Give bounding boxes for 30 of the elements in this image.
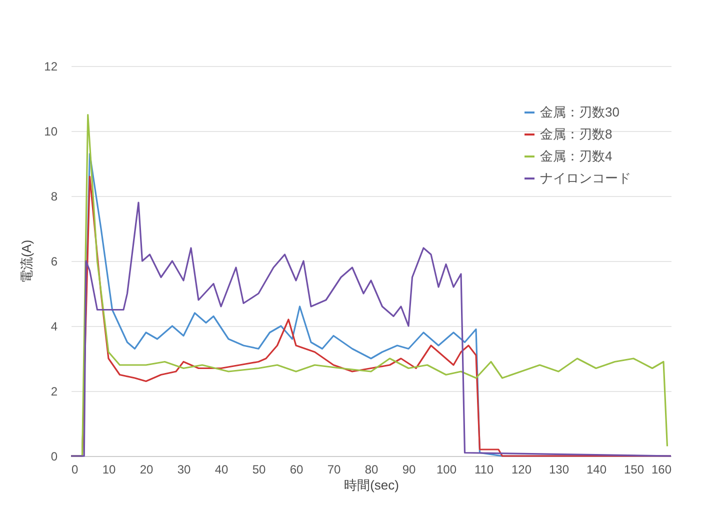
x-tick-label: 100 bbox=[436, 462, 457, 476]
y-tick-label: 4 bbox=[50, 320, 58, 334]
legend-label: 金属：刃数4 bbox=[540, 148, 612, 164]
y-tick-label: 2 bbox=[50, 384, 58, 398]
x-tick-label: 10 bbox=[102, 462, 116, 476]
x-tick-label: 150 bbox=[624, 462, 644, 476]
x-tick-label: 90 bbox=[402, 462, 416, 476]
y-tick-label: 12 bbox=[44, 60, 58, 74]
x-tick-label: 80 bbox=[364, 462, 378, 476]
x-tick-label: 0 bbox=[72, 462, 78, 476]
y-tick-label: 0 bbox=[50, 450, 58, 464]
y-tick-label: 6 bbox=[50, 254, 58, 268]
y-axis-title: 電流(A) bbox=[19, 240, 34, 284]
x-tick-label: 30 bbox=[177, 462, 191, 476]
x-axis-title: 時間(sec) bbox=[344, 478, 399, 492]
x-tick-label: 50 bbox=[252, 462, 266, 476]
x-tick-label: 120 bbox=[511, 462, 532, 476]
x-tick-label: 70 bbox=[327, 462, 341, 476]
y-tick-label: 10 bbox=[44, 124, 58, 138]
x-tick-label: 60 bbox=[290, 462, 304, 476]
x-tick-label: 160 bbox=[651, 462, 672, 476]
legend-label: ナイロンコード bbox=[540, 170, 631, 186]
x-tick-label: 40 bbox=[214, 462, 228, 476]
x-tick-label: 110 bbox=[474, 462, 494, 476]
x-tick-label: 20 bbox=[140, 462, 154, 476]
legend-label: 金属：刃数8 bbox=[540, 126, 612, 142]
legend-label: 金属：刃数30 bbox=[540, 104, 620, 120]
x-tick-label: 140 bbox=[586, 462, 607, 476]
y-tick-label: 8 bbox=[50, 190, 58, 204]
x-tick-label: 130 bbox=[548, 462, 570, 476]
